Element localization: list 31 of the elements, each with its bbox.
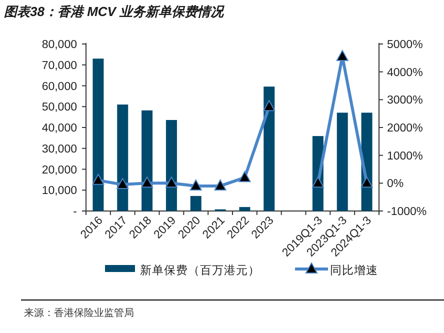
source-note: 来源：香港保险业监管局 bbox=[24, 307, 134, 319]
point bbox=[336, 50, 348, 62]
y-tick-label: 20,000 bbox=[42, 164, 77, 176]
point bbox=[263, 100, 276, 112]
y-tick-label: 50,000 bbox=[42, 102, 77, 114]
y2-tick-label: 2000% bbox=[387, 122, 423, 134]
y2-tick-label: 3000% bbox=[387, 94, 423, 107]
y-tick-label: 30,000 bbox=[42, 143, 77, 156]
point bbox=[190, 179, 202, 190]
y-tick-label: 40,000 bbox=[42, 122, 77, 134]
y-tick-label: 70,000 bbox=[42, 60, 77, 72]
y2-tick-label: 4000% bbox=[387, 66, 423, 79]
y2-tick-label: 1000% bbox=[387, 150, 423, 162]
point bbox=[360, 176, 373, 188]
point bbox=[92, 174, 104, 185]
y-tick-label: 60,000 bbox=[42, 80, 77, 93]
legend-label: 新单保费（百万港元） bbox=[140, 263, 260, 277]
point bbox=[214, 179, 226, 190]
point bbox=[165, 176, 178, 188]
title: 图表38：香港 MCV 业务新单保费情况 bbox=[4, 4, 224, 19]
y2-tick-label: -1000% bbox=[387, 206, 427, 218]
y-tick-label: 80,000 bbox=[42, 39, 77, 51]
y2-tick-label: 5000% bbox=[387, 39, 423, 51]
y-tick-label: 10,000 bbox=[42, 185, 77, 198]
y-tick-label: - bbox=[73, 206, 78, 218]
point bbox=[312, 176, 324, 188]
legend-label: 同比增速 bbox=[330, 264, 378, 277]
point bbox=[116, 178, 129, 190]
point bbox=[141, 176, 154, 188]
point bbox=[238, 171, 251, 182]
y2-tick-label: 0% bbox=[387, 178, 404, 190]
